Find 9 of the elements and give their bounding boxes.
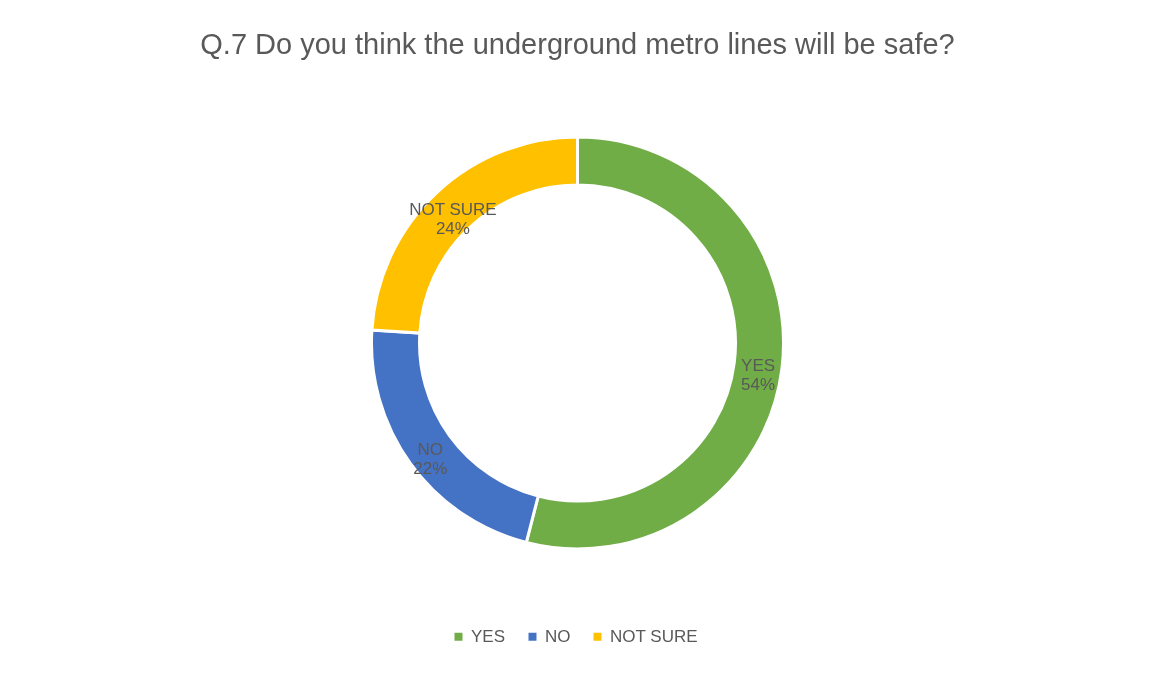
data-label: 54% [741, 374, 776, 394]
chart-title: Q.7 Do you think the underground metro lines will be safe? [200, 28, 955, 60]
slice-label: NO [417, 439, 444, 459]
data-label: 24% [435, 219, 470, 239]
legend-label: NO [545, 626, 571, 646]
legend-label: NOT SURE [610, 626, 698, 646]
slice-label: YES [741, 355, 776, 375]
data-label: 22% [413, 458, 448, 478]
legend-label: YES [471, 626, 506, 646]
